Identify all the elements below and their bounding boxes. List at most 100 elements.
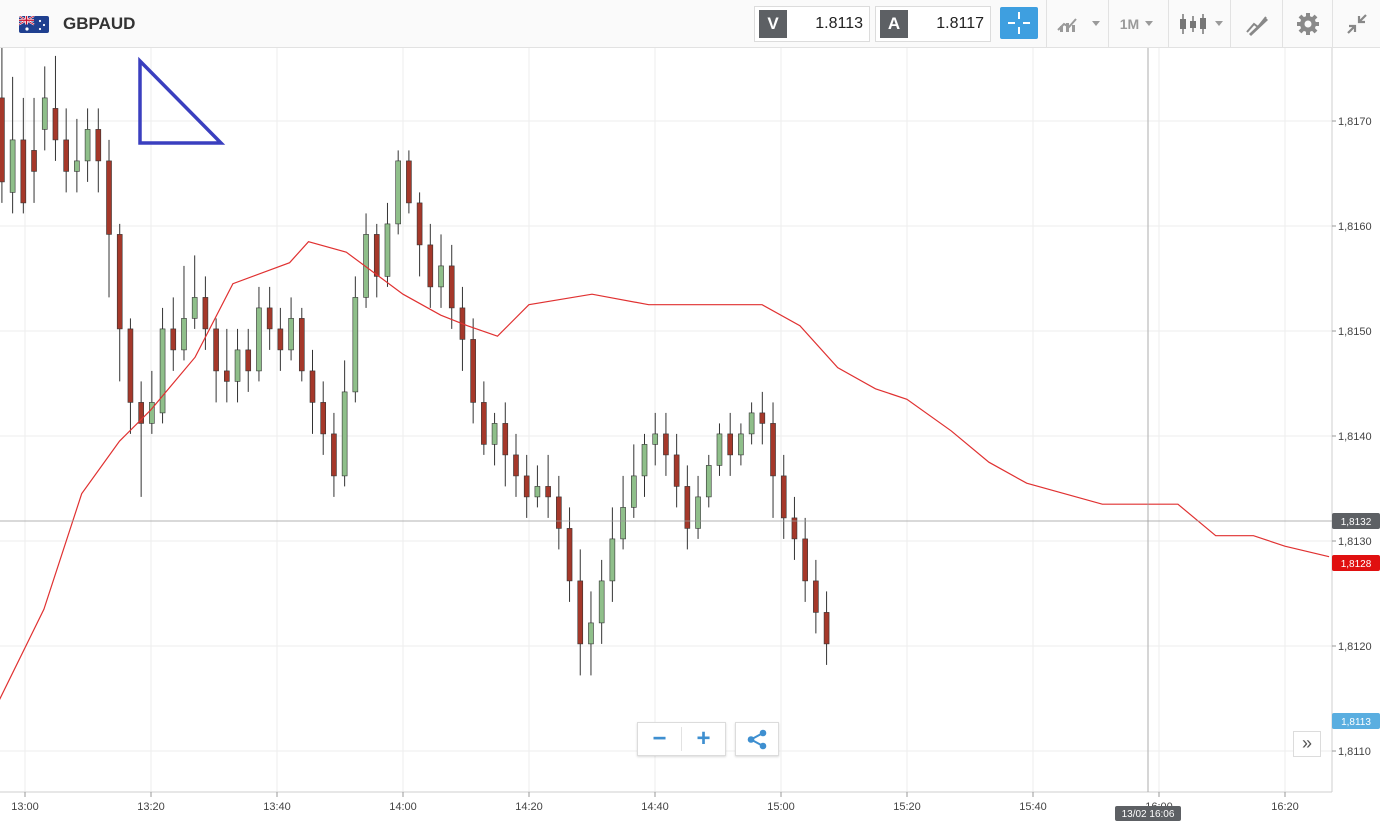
candle-body: [373, 234, 380, 277]
candle-body: [331, 433, 337, 477]
candle-body: [791, 517, 798, 540]
crosshair-price-tag: [1332, 513, 1380, 529]
candle-body: [277, 328, 284, 351]
candle-body: [716, 433, 723, 466]
zoom-controls: − +: [637, 722, 726, 756]
candle-body: [630, 475, 637, 508]
time-tick-label: 14:20: [515, 801, 543, 813]
sell-quote[interactable]: V 1.8113: [754, 6, 870, 42]
candle-body: [802, 538, 808, 582]
candle-body: [577, 580, 584, 645]
candle-body: [9, 139, 16, 193]
price-chart[interactable]: 1,8110 1,8120 1,8130 1,8140 1,8150 1,8160 1,81…: [0, 48, 1380, 823]
time-axis: 13:00 13:20 13:40 14:00 14:20 14:40 15:00 15:20…: [11, 792, 1299, 813]
candles-button[interactable]: [1168, 0, 1230, 48]
candle-body: [363, 234, 369, 298]
zoom-out-button[interactable]: −: [652, 725, 667, 752]
share-icon: [747, 729, 767, 750]
candle-body: [684, 486, 691, 529]
symbol-name: GBPAUD: [63, 14, 136, 33]
time-tick-label: 15:20: [893, 801, 921, 813]
candle-body: [84, 129, 91, 162]
candle-body: [266, 307, 273, 330]
candle-body: [52, 108, 59, 141]
chart-type-button[interactable]: [1046, 0, 1108, 48]
candle-body: [31, 150, 37, 172]
candle-body: [320, 402, 327, 435]
candle-body: [491, 423, 498, 445]
candle-body: [523, 475, 530, 498]
candle-body: [202, 297, 209, 330]
candle-body: [738, 433, 744, 456]
flag-gb-au-icon: [19, 16, 49, 33]
candle-body: [20, 139, 27, 204]
candle-body: [813, 580, 819, 613]
buy-label: A: [880, 10, 908, 38]
candle-body: [159, 328, 166, 414]
candle-body: [598, 580, 605, 624]
chart-type-icon: [1056, 18, 1100, 32]
chart-toolbar: GBPAUD V 1.8113 A 1.8117 1M: [0, 0, 1380, 48]
candle-body: [534, 486, 541, 498]
price-tick-label: 1,8120: [1338, 641, 1372, 653]
candle-body: [106, 160, 112, 235]
candle-body: [298, 318, 305, 372]
draw-icon: [1245, 16, 1268, 36]
candle-body: [234, 349, 241, 382]
candle-body: [641, 444, 648, 477]
collapse-icon: [1346, 14, 1367, 34]
candle-body: [427, 244, 434, 288]
time-tick-label: 13:20: [137, 801, 165, 813]
price-tick-label: 1,8150: [1338, 326, 1372, 338]
candle-body: [748, 412, 755, 435]
price-tick-label: 1,8160: [1338, 221, 1372, 233]
candle-body: [352, 297, 359, 393]
candle-body: [481, 402, 487, 445]
gear-icon: [1296, 13, 1319, 35]
candle-body: [566, 528, 573, 582]
ma-price-tag: [1332, 555, 1380, 571]
candle-body: [149, 402, 155, 424]
crosshair-price-label: 1,8132: [1341, 517, 1372, 528]
candle-body: [63, 139, 69, 172]
candle-body: [673, 454, 680, 487]
scroll-to-end-button[interactable]: »: [1293, 731, 1321, 757]
candle-body: [663, 433, 669, 456]
time-tick-label: 13:40: [263, 801, 291, 813]
candle-body: [502, 423, 509, 456]
last-price-tag: [1332, 713, 1380, 729]
settings-button[interactable]: [1282, 0, 1332, 48]
zoom-in-button[interactable]: +: [696, 725, 711, 752]
buy-quote[interactable]: A 1.8117: [875, 6, 991, 42]
candle-body: [224, 370, 230, 382]
crosshair-button[interactable]: [1000, 7, 1038, 39]
candlestick-series: [0, 48, 830, 676]
candle-body: [74, 160, 80, 172]
collapse-button[interactable]: [1332, 0, 1380, 48]
candle-body: [384, 223, 391, 277]
candle-body: [170, 328, 177, 351]
candle-body: [116, 234, 123, 330]
buy-price: 1.8117: [936, 15, 984, 32]
draw-button[interactable]: [1230, 0, 1282, 48]
time-tick-label: 14:40: [641, 801, 669, 813]
triangle-drawing[interactable]: [138, 56, 226, 145]
candle-body: [309, 370, 316, 403]
timeframe-button[interactable]: 1M: [1108, 0, 1168, 48]
candle-body: [438, 265, 444, 288]
price-axis: 1,8110 1,8120 1,8130 1,8140 1,8150 1,8160 1,81…: [1332, 116, 1372, 758]
candle-body: [256, 307, 262, 372]
price-tick-label: 1,8110: [1338, 746, 1371, 758]
chart-grid: [0, 48, 1332, 792]
time-tick-label: 15:00: [767, 801, 795, 813]
timeframe-label: 1M: [1119, 16, 1140, 32]
candle-body: [588, 622, 594, 645]
candle-body: [556, 496, 562, 529]
candle-body: [470, 339, 476, 403]
candle-body: [780, 475, 787, 519]
chevron-down-icon: [1145, 21, 1154, 26]
price-tick-label: 1,8140: [1338, 431, 1372, 443]
share-button[interactable]: [735, 722, 779, 756]
candle-body: [213, 328, 219, 372]
candle-body: [609, 538, 616, 582]
